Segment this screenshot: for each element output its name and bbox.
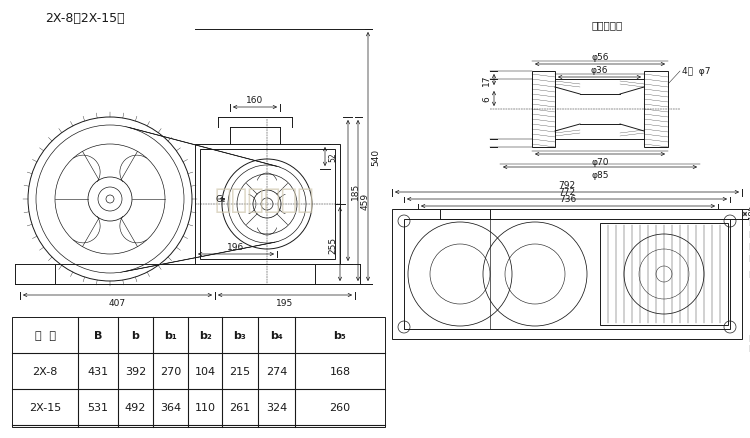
Text: 2X-8: 2X-8 (32, 366, 58, 376)
Bar (600, 223, 728, 325)
Text: b₂: b₂ (199, 330, 211, 340)
Text: φ70: φ70 (591, 158, 609, 166)
Text: 160: 160 (246, 96, 264, 105)
Text: 364: 364 (160, 402, 181, 412)
Text: 492: 492 (124, 402, 146, 412)
Text: 17: 17 (482, 74, 491, 86)
Text: 进气口尺寸: 进气口尺寸 (591, 20, 622, 30)
Bar (200, 150, 335, 259)
Text: 274: 274 (266, 366, 287, 376)
Text: 型  号: 型 号 (34, 330, 56, 340)
Text: 4孔  φ7: 4孔 φ7 (682, 67, 710, 76)
Text: 196: 196 (227, 243, 244, 251)
Text: b₁: b₁ (164, 330, 177, 340)
Text: b₅: b₅ (334, 330, 346, 340)
Text: 18: 18 (748, 209, 750, 220)
Text: φ85: φ85 (591, 171, 609, 180)
Bar (195, 145, 340, 265)
Text: 407: 407 (109, 298, 126, 307)
Text: b₄: b₄ (748, 230, 750, 239)
Text: B: B (748, 270, 750, 279)
Text: 540: 540 (371, 148, 380, 166)
Text: 531: 531 (88, 402, 109, 412)
Text: G₂: G₂ (215, 195, 226, 204)
Text: b₂: b₂ (748, 335, 750, 344)
Bar (404, 219, 730, 329)
Text: b₃: b₃ (234, 330, 246, 340)
Text: 4孔 φ7: 4孔 φ7 (748, 205, 750, 214)
Text: 261: 261 (230, 402, 251, 412)
Bar (440, 209, 490, 219)
Text: 195: 195 (276, 298, 293, 307)
Text: 792: 792 (559, 180, 575, 190)
Text: b₅: b₅ (748, 345, 750, 354)
Text: 772: 772 (559, 187, 575, 197)
Text: 260: 260 (329, 402, 350, 412)
Text: φ36: φ36 (591, 66, 608, 75)
Text: 永嘉龙洋泵阀: 永嘉龙洋泵阀 (215, 186, 315, 213)
Text: 110: 110 (194, 402, 215, 412)
Bar (644, 72, 668, 148)
Text: 104: 104 (194, 366, 215, 376)
Text: 2X-15: 2X-15 (29, 402, 62, 412)
Text: 255: 255 (328, 236, 337, 253)
Text: φ56: φ56 (591, 53, 609, 62)
Text: b₃: b₃ (748, 219, 750, 228)
Text: b: b (131, 330, 140, 340)
Text: b₁: b₁ (748, 242, 750, 251)
Text: 459: 459 (361, 192, 370, 210)
Text: b₄: b₄ (270, 330, 283, 340)
Text: 52: 52 (328, 152, 337, 162)
Text: 736: 736 (560, 194, 577, 204)
Text: 392: 392 (125, 366, 146, 376)
Bar (12, 317, 385, 427)
Bar (392, 209, 742, 339)
Text: 2X-8，2X-15型: 2X-8，2X-15型 (45, 12, 125, 25)
Text: 431: 431 (88, 366, 109, 376)
Text: b: b (748, 255, 750, 264)
Text: 168: 168 (329, 366, 350, 376)
Text: 215: 215 (230, 366, 251, 376)
Text: 185: 185 (351, 183, 360, 200)
Text: 270: 270 (160, 366, 182, 376)
Text: 6: 6 (482, 96, 491, 102)
Text: 324: 324 (266, 402, 287, 412)
Bar (532, 72, 555, 148)
Text: B: B (94, 330, 102, 340)
